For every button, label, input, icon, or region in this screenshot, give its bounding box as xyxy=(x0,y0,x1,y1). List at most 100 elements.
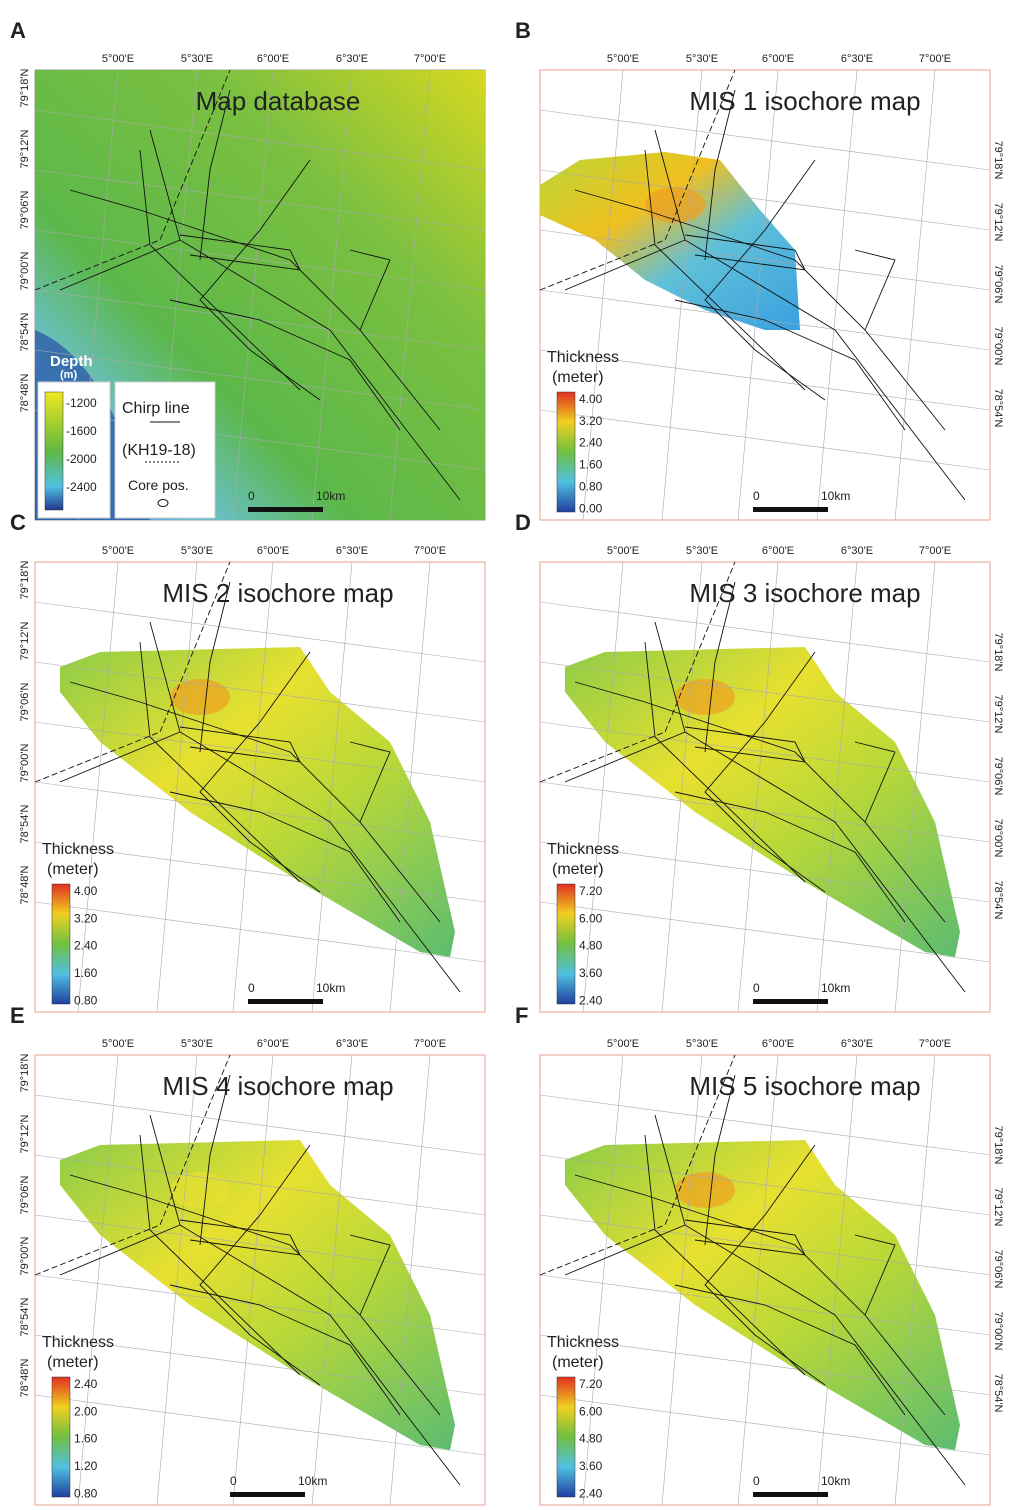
latitude-label: 79°18'N xyxy=(19,1053,31,1092)
legend-tick-label: 2.40 xyxy=(579,436,603,450)
longitude-label: 5°00'E xyxy=(102,545,134,557)
scale-bar xyxy=(753,999,828,1004)
thickness-blob xyxy=(675,1172,735,1208)
longitude-label: 6°00'E xyxy=(257,545,289,557)
legend-tick-label: 2.40 xyxy=(74,939,98,953)
legend-tick-label: 6.00 xyxy=(579,911,603,925)
latitude-label: 79°12'N xyxy=(992,1188,1004,1227)
latitude-label: 79°00'N xyxy=(992,819,1004,858)
map-title: MIS 3 isochore map xyxy=(689,578,920,608)
latitude-label: 78°48'N xyxy=(19,373,31,412)
map-panel: DMIS 3 isochore map5°00'E5°30'E6°00'E6°3… xyxy=(515,510,1004,1012)
graticule xyxy=(817,70,857,520)
latitude-label: 79°00'N xyxy=(19,251,31,290)
latitude-label: 79°00'N xyxy=(19,743,31,782)
latitude-label: 79°06'N xyxy=(992,265,1004,304)
longitude-label: 6°00'E xyxy=(257,1038,289,1050)
longitude-label: 6°00'E xyxy=(762,545,794,557)
thickness-map xyxy=(60,1140,455,1450)
chirp-line xyxy=(855,250,895,330)
map-panel: BMIS 1 isochore map5°00'E5°30'E6°00'E6°3… xyxy=(515,18,1004,520)
legend-tick-label: 0.80 xyxy=(74,1486,98,1500)
legend-tick-label: 7.20 xyxy=(579,884,603,898)
longitude-label: 6°30'E xyxy=(336,1038,368,1050)
latitude-label: 79°12'N xyxy=(19,1114,31,1153)
legend-tick-label: 2.40 xyxy=(74,1377,98,1391)
legend-tick-label: 2.40 xyxy=(579,993,603,1007)
legend-unit: (meter) xyxy=(552,369,604,386)
map-panel: EMIS 4 isochore map5°00'E5°30'E6°00'E6°3… xyxy=(10,1003,485,1505)
legend-tick-label: 2.00 xyxy=(74,1404,98,1418)
latitude-label: 78°48'N xyxy=(19,1358,31,1397)
longitude-label: 5°30'E xyxy=(181,53,213,65)
longitude-label: 6°30'E xyxy=(841,545,873,557)
longitude-label: 5°30'E xyxy=(181,545,213,557)
legend-tick-label: 0.00 xyxy=(579,501,603,515)
latitude-label: 79°06'N xyxy=(19,682,31,721)
legend-tick-label: 0.80 xyxy=(579,479,603,493)
longitude-label: 7°00'E xyxy=(919,545,951,557)
latitude-label: 78°54'N xyxy=(992,1374,1004,1413)
longitude-label: 5°30'E xyxy=(181,1038,213,1050)
legend-tick-label: 4.00 xyxy=(74,884,98,898)
legend-tick-label: 3.20 xyxy=(74,911,98,925)
legend-unit: (meter) xyxy=(47,861,99,878)
longitude-label: 7°00'E xyxy=(414,545,446,557)
scale-start: 0 xyxy=(248,981,255,995)
legend-tick-label: -2400 xyxy=(66,480,97,494)
longitude-label: 5°00'E xyxy=(102,53,134,65)
latitude-label: 79°18'N xyxy=(992,633,1004,672)
map-title: MIS 4 isochore map xyxy=(162,1071,393,1101)
panel-letter: D xyxy=(515,510,531,535)
scale-bar xyxy=(753,507,828,512)
longitude-label: 5°30'E xyxy=(686,53,718,65)
longitude-label: 5°00'E xyxy=(607,1038,639,1050)
latitude-label: 79°00'N xyxy=(992,327,1004,366)
legend-tick-label: -1200 xyxy=(66,396,97,410)
longitude-label: 7°00'E xyxy=(919,1038,951,1050)
legend-title: Thickness xyxy=(42,841,114,858)
thickness-map xyxy=(540,152,800,330)
latitude-label: 79°00'N xyxy=(19,1236,31,1275)
thickness-map xyxy=(565,647,960,957)
latitude-label: 79°12'N xyxy=(992,203,1004,242)
map-title: Map database xyxy=(196,86,361,116)
scale-start: 0 xyxy=(230,1474,237,1488)
color-bar xyxy=(557,1377,575,1497)
legend-tick-label: 4.00 xyxy=(579,392,603,406)
scale-bar xyxy=(248,999,323,1004)
longitude-label: 5°30'E xyxy=(686,1038,718,1050)
color-bar xyxy=(52,1377,70,1497)
latitude-label: 79°12'N xyxy=(992,695,1004,734)
panel-letter: F xyxy=(515,1003,528,1028)
graticule xyxy=(540,410,990,470)
latitude-label: 79°18'N xyxy=(992,1126,1004,1165)
latitude-label: 78°48'N xyxy=(19,865,31,904)
legend-tick-label: 1.20 xyxy=(74,1459,98,1473)
legend-tick-label: -2000 xyxy=(66,452,97,466)
latitude-label: 78°54'N xyxy=(992,881,1004,920)
longitude-label: 7°00'E xyxy=(919,53,951,65)
longitude-label: 5°00'E xyxy=(102,1038,134,1050)
scale-end: 10km xyxy=(316,489,345,503)
legend-unit: (m) xyxy=(60,369,77,381)
map-panel: CMIS 2 isochore map5°00'E5°30'E6°00'E6°3… xyxy=(10,510,485,1012)
figure: AMap database5°00'E5°30'E6°00'E6°30'E7°0… xyxy=(0,0,1011,1510)
legend-tick-label: 3.60 xyxy=(579,966,603,980)
longitude-label: 5°00'E xyxy=(607,53,639,65)
scale-end: 10km xyxy=(298,1474,327,1488)
scale-end: 10km xyxy=(821,981,850,995)
key-core-label: Core pos. xyxy=(128,477,189,493)
legend-unit: (meter) xyxy=(552,1354,604,1371)
scale-bar xyxy=(753,1492,828,1497)
latitude-label: 79°06'N xyxy=(19,190,31,229)
longitude-label: 6°30'E xyxy=(841,53,873,65)
latitude-label: 79°12'N xyxy=(19,621,31,660)
latitude-label: 79°00'N xyxy=(992,1312,1004,1351)
color-bar xyxy=(557,392,575,512)
legend-tick-label: 1.60 xyxy=(74,966,98,980)
scale-bar xyxy=(230,1492,305,1497)
scale-bar xyxy=(248,507,323,512)
color-bar xyxy=(45,392,63,510)
